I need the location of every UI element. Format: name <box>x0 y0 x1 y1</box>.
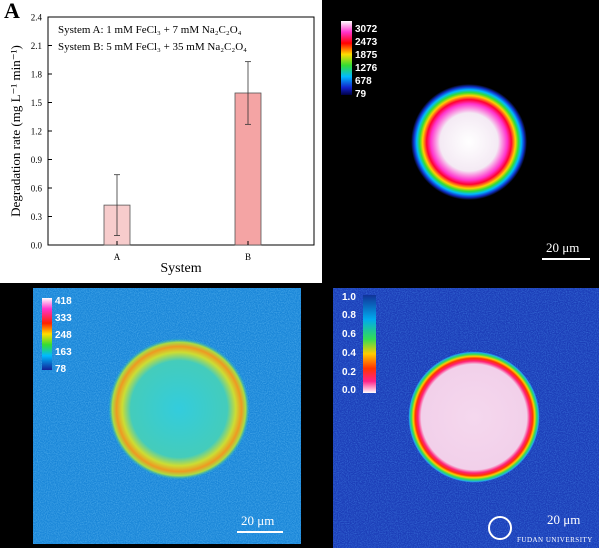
colorbar-label: 1.0 <box>342 292 356 303</box>
y-tick-label: 2.4 <box>31 13 43 23</box>
legend-line-b: System B: 5 mM FeCl₃ + 35 mM Na₂C₂O₄ <box>58 41 247 53</box>
university-seal-icon <box>488 516 512 540</box>
y-tick-label: 1.2 <box>31 127 42 137</box>
scale-label: 20 μm <box>546 240 580 255</box>
colorbar-label: 0.2 <box>342 367 356 378</box>
colorbar <box>42 298 52 370</box>
scale-bar <box>237 531 283 533</box>
colorbar-label: 418 <box>55 296 72 307</box>
fluorescence-image-top-right: 3072 2473 1875 1276 678 79 20 μm <box>324 0 599 283</box>
scale-label: 20 μm <box>241 513 275 528</box>
degradation-rate-chart: 0.0 0.3 0.6 0.9 1.2 1.5 1.8 2.1 2.4 A B Degradati… <box>8 13 315 276</box>
colorbar-label: 0.0 <box>342 385 356 396</box>
colorbar-label: 248 <box>55 330 72 341</box>
x-tick-label: B <box>245 252 251 262</box>
fluorescence-map <box>341 21 527 200</box>
x-tick-label: A <box>114 252 121 262</box>
x-axis-label: System <box>160 261 201 276</box>
colorbar-label: 0.6 <box>342 329 356 340</box>
scale-label: 20 μm <box>547 512 581 527</box>
colorbar <box>363 295 376 393</box>
colorbar-label: 78 <box>55 364 67 375</box>
scale-bar <box>542 258 590 260</box>
y-tick-label: 1.8 <box>31 70 43 80</box>
ratio-image-bottom-right: 1.0 0.8 0.6 0.4 0.2 0.0 20 μm FUDAN UNIV… <box>333 288 599 548</box>
y-tick-label: 0.9 <box>31 155 43 165</box>
ratio-map <box>333 288 599 548</box>
colorbar-label: 163 <box>55 347 72 358</box>
colorbar-label: 678 <box>355 76 372 87</box>
droplet-ring <box>411 84 527 200</box>
droplet-ring <box>108 338 250 480</box>
y-tick-label: 0.6 <box>31 184 43 194</box>
colorbar-label: 0.8 <box>342 310 356 321</box>
y-tick-label: 0.3 <box>31 212 43 222</box>
colorbar-label: 79 <box>355 89 367 100</box>
y-tick-label: 0.0 <box>31 241 43 251</box>
fluorescence-map <box>33 288 301 544</box>
y-tick-label: 1.5 <box>31 98 43 108</box>
legend-line-a: System A: 1 mM FeCl₃ + 7 mM Na₂C₂O₄ <box>58 24 242 36</box>
panel-label: A <box>4 0 20 23</box>
colorbar <box>341 21 352 95</box>
colorbar-label: 333 <box>55 313 72 324</box>
fluorescence-image-bottom-left: 418 333 248 163 78 20 μm <box>33 288 301 544</box>
colorbar-label: 2473 <box>355 37 378 48</box>
colorbar-label: 3072 <box>355 24 378 35</box>
droplet-disk <box>408 351 540 483</box>
colorbar-label: 1276 <box>355 63 378 74</box>
bar-chart-panel: 0.0 0.3 0.6 0.9 1.2 1.5 1.8 2.1 2.4 A B Degradati… <box>0 0 322 283</box>
y-axis-label: Degradation rate (mg L⁻¹ min⁻¹) <box>8 45 23 217</box>
colorbar-label: 0.4 <box>342 348 356 359</box>
watermark-text: FUDAN UNIVERSITY <box>517 536 593 544</box>
colorbar-label: 1875 <box>355 50 378 61</box>
y-tick-label: 2.1 <box>31 41 42 51</box>
